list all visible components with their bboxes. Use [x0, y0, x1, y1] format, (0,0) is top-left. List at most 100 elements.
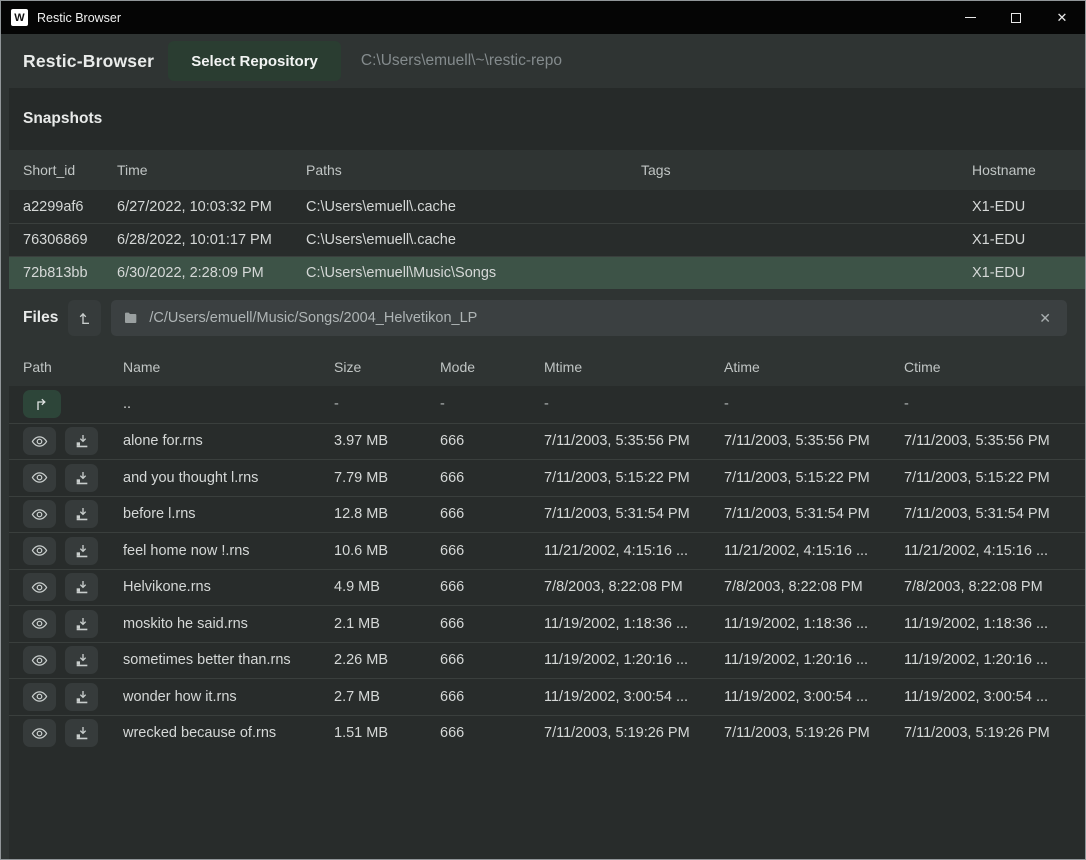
close-button[interactable]: ✕: [1039, 1, 1085, 34]
file-size: 7.79 MB: [334, 470, 440, 486]
app-window: W Restic Browser ✕ Restic-Browser Select…: [0, 0, 1086, 860]
eye-icon: [31, 615, 48, 632]
snapshot-short-id: a2299af6: [23, 199, 117, 215]
snapshot-row[interactable]: 76306869 6/28/2022, 10:01:17 PM C:\Users…: [9, 223, 1085, 256]
download-button[interactable]: [65, 719, 98, 747]
snapshot-time: 6/28/2022, 10:01:17 PM: [117, 232, 306, 248]
file-ctime: 7/11/2003, 5:31:54 PM: [904, 506, 1085, 522]
snapshot-short-id: 72b813bb: [23, 265, 117, 281]
download-button[interactable]: [65, 646, 98, 674]
download-button[interactable]: [65, 537, 98, 565]
files-title: Files: [23, 309, 58, 327]
snapshot-row-selected[interactable]: 72b813bb 6/30/2022, 2:28:09 PM C:\Users\…: [9, 256, 1085, 289]
minimize-icon: [965, 17, 976, 18]
file-row: Helvikone.rns 4.9 MB 666 7/8/2003, 8:22:…: [9, 569, 1085, 606]
preview-button[interactable]: [23, 610, 56, 638]
clear-path-button[interactable]: ✕: [1033, 308, 1057, 329]
snapshot-paths: C:\Users\emuell\.cache: [306, 199, 641, 215]
col-size: Size: [334, 359, 440, 375]
root-dir-button[interactable]: [68, 300, 101, 336]
file-mtime: 7/11/2003, 5:31:54 PM: [544, 506, 724, 522]
file-mtime: 11/19/2002, 1:20:16 ...: [544, 652, 724, 668]
download-button[interactable]: [65, 500, 98, 528]
file-atime: 11/19/2002, 3:00:54 ...: [724, 689, 904, 705]
col-tags: Tags: [641, 162, 972, 178]
file-mode: 666: [440, 506, 544, 522]
download-icon: [74, 433, 90, 449]
download-icon: [74, 725, 90, 741]
maximize-button[interactable]: [993, 1, 1039, 34]
file-row: sometimes better than.rns 2.26 MB 666 11…: [9, 642, 1085, 679]
download-button[interactable]: [65, 464, 98, 492]
file-row: wonder how it.rns 2.7 MB 666 11/19/2002,…: [9, 678, 1085, 715]
file-mtime: 7/11/2003, 5:15:22 PM: [544, 470, 724, 486]
file-mode: 666: [440, 689, 544, 705]
minimize-button[interactable]: [947, 1, 993, 34]
file-mode: 666: [440, 616, 544, 632]
download-icon: [74, 470, 90, 486]
file-ctime: 7/11/2003, 5:15:22 PM: [904, 470, 1085, 486]
col-time: Time: [117, 162, 306, 178]
parent-dir-button[interactable]: [23, 390, 61, 418]
preview-button[interactable]: [23, 500, 56, 528]
col-short-id: Short_id: [23, 162, 117, 178]
snapshot-row[interactable]: a2299af6 6/27/2022, 10:03:32 PM C:\Users…: [9, 190, 1085, 223]
file-mtime: 11/19/2002, 3:00:54 ...: [544, 689, 724, 705]
preview-button[interactable]: [23, 683, 56, 711]
file-name: and you thought l.rns: [123, 470, 334, 486]
file-atime: 7/11/2003, 5:19:26 PM: [724, 725, 904, 741]
file-name: wonder how it.rns: [123, 689, 334, 705]
snapshot-paths: C:\Users\emuell\.cache: [306, 232, 641, 248]
file-size: 3.97 MB: [334, 433, 440, 449]
download-icon: [74, 616, 90, 632]
file-row: moskito he said.rns 2.1 MB 666 11/19/200…: [9, 605, 1085, 642]
file-mtime: 11/21/2002, 4:15:16 ...: [544, 543, 724, 559]
file-ctime: 11/19/2002, 1:18:36 ...: [904, 616, 1085, 632]
repository-path: C:\Users\emuell\~\restic-repo: [361, 52, 562, 70]
titlebar[interactable]: W Restic Browser ✕: [1, 1, 1085, 34]
file-ctime: 7/11/2003, 5:35:56 PM: [904, 433, 1085, 449]
eye-icon: [31, 542, 48, 559]
file-row: wrecked because of.rns 1.51 MB 666 7/11/…: [9, 715, 1085, 752]
file-mode: 666: [440, 725, 544, 741]
download-button[interactable]: [65, 610, 98, 638]
download-icon: [74, 543, 90, 559]
file-mtime: 11/19/2002, 1:18:36 ...: [544, 616, 724, 632]
snapshots-table: a2299af6 6/27/2022, 10:03:32 PM C:\Users…: [9, 190, 1085, 289]
file-size: 2.26 MB: [334, 652, 440, 668]
preview-button[interactable]: [23, 573, 56, 601]
file-mtime: 7/11/2003, 5:19:26 PM: [544, 725, 724, 741]
col-paths: Paths: [306, 162, 641, 178]
files-table-header: Path Name Size Mode Mtime Atime Ctime: [1, 347, 1085, 386]
preview-button[interactable]: [23, 719, 56, 747]
file-row: and you thought l.rns 7.79 MB 666 7/11/2…: [9, 459, 1085, 496]
app-title: Restic-Browser: [23, 51, 154, 72]
eye-icon: [31, 433, 48, 450]
preview-button[interactable]: [23, 646, 56, 674]
snapshots-table-header: Short_id Time Paths Tags Hostname: [1, 150, 1085, 190]
toolbar: Restic-Browser Select Repository C:\User…: [1, 34, 1085, 88]
file-size: 2.1 MB: [334, 616, 440, 632]
window-controls: ✕: [947, 1, 1085, 34]
wails-logo-icon: W: [11, 9, 28, 26]
download-button[interactable]: [65, 573, 98, 601]
snapshot-hostname: X1-EDU: [972, 232, 1085, 248]
col-mode: Mode: [440, 359, 544, 375]
file-name: before l.rns: [123, 506, 334, 522]
path-input[interactable]: [149, 310, 1023, 326]
file-row: before l.rns 12.8 MB 666 7/11/2003, 5:31…: [9, 496, 1085, 533]
download-button[interactable]: [65, 427, 98, 455]
maximize-icon: [1011, 13, 1021, 23]
preview-button[interactable]: [23, 427, 56, 455]
select-repository-button[interactable]: Select Repository: [168, 41, 341, 81]
preview-button[interactable]: [23, 537, 56, 565]
col-name: Name: [123, 359, 334, 375]
file-mode: -: [440, 396, 544, 412]
path-field[interactable]: ✕: [111, 300, 1067, 336]
preview-button[interactable]: [23, 464, 56, 492]
col-hostname: Hostname: [972, 162, 1085, 178]
file-mode: 666: [440, 470, 544, 486]
file-ctime: 11/19/2002, 3:00:54 ...: [904, 689, 1085, 705]
download-button[interactable]: [65, 683, 98, 711]
file-atime: 7/8/2003, 8:22:08 PM: [724, 579, 904, 595]
